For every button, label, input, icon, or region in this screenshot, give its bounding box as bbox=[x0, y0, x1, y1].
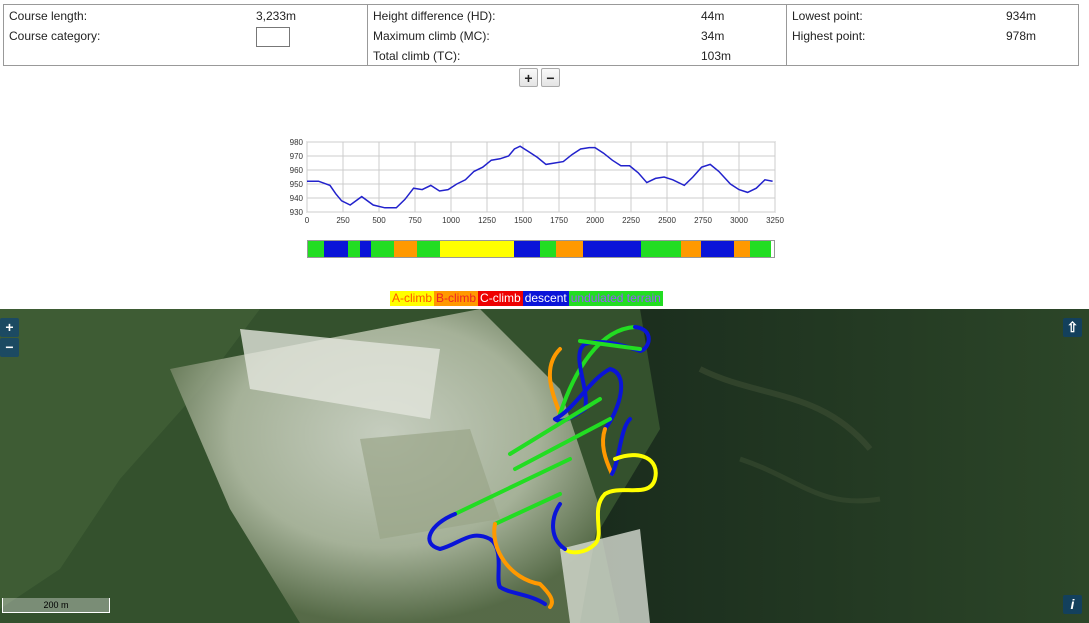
terrain-segment-undulated bbox=[540, 241, 556, 257]
height-diff-value: 44m bbox=[701, 9, 725, 23]
total-climb-label: Total climb (TC): bbox=[373, 49, 461, 63]
info-button[interactable]: i bbox=[1063, 595, 1082, 614]
elevation-profile-chart: 0 250 500 750 1000 1250 1500 1750 2000 2250 2500 27… bbox=[290, 138, 785, 225]
map-zoom-in-button[interactable]: + bbox=[0, 318, 19, 337]
y-tick-label: 950 bbox=[290, 180, 304, 189]
course-map[interactable]: + − ⇧ i bbox=[0, 309, 1089, 623]
terrain-segment-B bbox=[394, 241, 417, 257]
stats-col-climb: Height difference (HD): 44m Maximum clim… bbox=[368, 5, 787, 65]
aerial-map-image bbox=[0, 309, 1089, 623]
elevation-series-line bbox=[307, 145, 773, 209]
legend-b-climb: B-climb bbox=[434, 291, 479, 306]
terrain-segment-B bbox=[556, 241, 584, 257]
y-tick-label: 930 bbox=[290, 208, 304, 217]
terrain-segment-undulated bbox=[749, 241, 772, 257]
x-tick-label: 750 bbox=[408, 216, 422, 225]
legend-a-climb: A-climb bbox=[390, 291, 435, 306]
terrain-legend: A-climb B-climb C-climb descent undulate… bbox=[390, 291, 663, 306]
terrain-segment-descent bbox=[514, 241, 541, 257]
y-tick-label: 980 bbox=[290, 138, 304, 147]
course-stats-table: Course length: 3,233m Course category: H… bbox=[3, 4, 1079, 66]
terrain-type-bar bbox=[307, 240, 775, 258]
x-tick-label: 250 bbox=[336, 216, 350, 225]
zoom-in-button[interactable]: + bbox=[519, 68, 538, 87]
lowest-point-label: Lowest point: bbox=[792, 9, 863, 23]
x-tick-label: 500 bbox=[372, 216, 386, 225]
highest-point-value: 978m bbox=[1006, 29, 1037, 43]
terrain-segment-undulated bbox=[348, 241, 360, 257]
highest-point-label: Highest point: bbox=[792, 29, 866, 43]
terrain-segment-descent bbox=[359, 241, 372, 257]
legend-descent: descent bbox=[522, 291, 569, 306]
terrain-segment-undulated bbox=[371, 241, 395, 257]
terrain-segment-undulated bbox=[308, 241, 324, 257]
course-length-value: 3,233m bbox=[256, 9, 297, 23]
total-climb-value: 103m bbox=[701, 49, 732, 63]
course-category-box bbox=[256, 27, 290, 47]
x-tick-label: 0 bbox=[305, 216, 310, 225]
terrain-segment-descent bbox=[583, 241, 641, 257]
x-tick-label: 2750 bbox=[694, 216, 712, 225]
terrain-segment-B bbox=[680, 241, 701, 257]
y-tick-label: 940 bbox=[290, 194, 304, 203]
stats-col-elevation: Lowest point: 934m Highest point: 978m bbox=[787, 5, 1078, 65]
x-tick-label: 2000 bbox=[586, 216, 604, 225]
x-tick-label: 2500 bbox=[658, 216, 676, 225]
terrain-segment-descent bbox=[323, 241, 349, 257]
y-tick-label: 970 bbox=[290, 152, 304, 161]
terrain-segment-undulated bbox=[640, 241, 681, 257]
lowest-point-value: 934m bbox=[1006, 9, 1037, 23]
x-tick-label: 1750 bbox=[550, 216, 568, 225]
x-tick-label: 3250 bbox=[766, 216, 784, 225]
x-tick-label: 2250 bbox=[622, 216, 640, 225]
terrain-segment-A bbox=[439, 241, 515, 257]
x-tick-label: 1250 bbox=[478, 216, 496, 225]
legend-undulated: undulated terrain bbox=[568, 291, 663, 306]
max-climb-label: Maximum climb (MC): bbox=[373, 29, 490, 43]
map-zoom-out-button[interactable]: − bbox=[0, 338, 19, 357]
map-scale-bar: 200 m bbox=[2, 598, 110, 613]
plot-area bbox=[306, 141, 776, 213]
zoom-out-button[interactable]: − bbox=[541, 68, 560, 87]
course-length-label: Course length: bbox=[9, 9, 88, 23]
profile-zoom-controls: + − bbox=[519, 68, 560, 87]
terrain-segment-descent bbox=[700, 241, 734, 257]
y-tick-label: 960 bbox=[290, 166, 304, 175]
x-tick-label: 3000 bbox=[730, 216, 748, 225]
stats-col-length: Course length: 3,233m Course category: bbox=[4, 5, 368, 65]
terrain-segment-B bbox=[733, 241, 750, 257]
legend-c-climb: C-climb bbox=[478, 291, 523, 306]
max-climb-value: 34m bbox=[701, 29, 725, 43]
terrain-segment-undulated bbox=[416, 241, 440, 257]
x-tick-label: 1500 bbox=[514, 216, 532, 225]
course-track bbox=[427, 325, 658, 609]
x-tick-label: 1000 bbox=[442, 216, 460, 225]
expand-up-icon[interactable]: ⇧ bbox=[1063, 318, 1082, 337]
course-category-label: Course category: bbox=[9, 29, 101, 43]
height-diff-label: Height difference (HD): bbox=[373, 9, 496, 23]
